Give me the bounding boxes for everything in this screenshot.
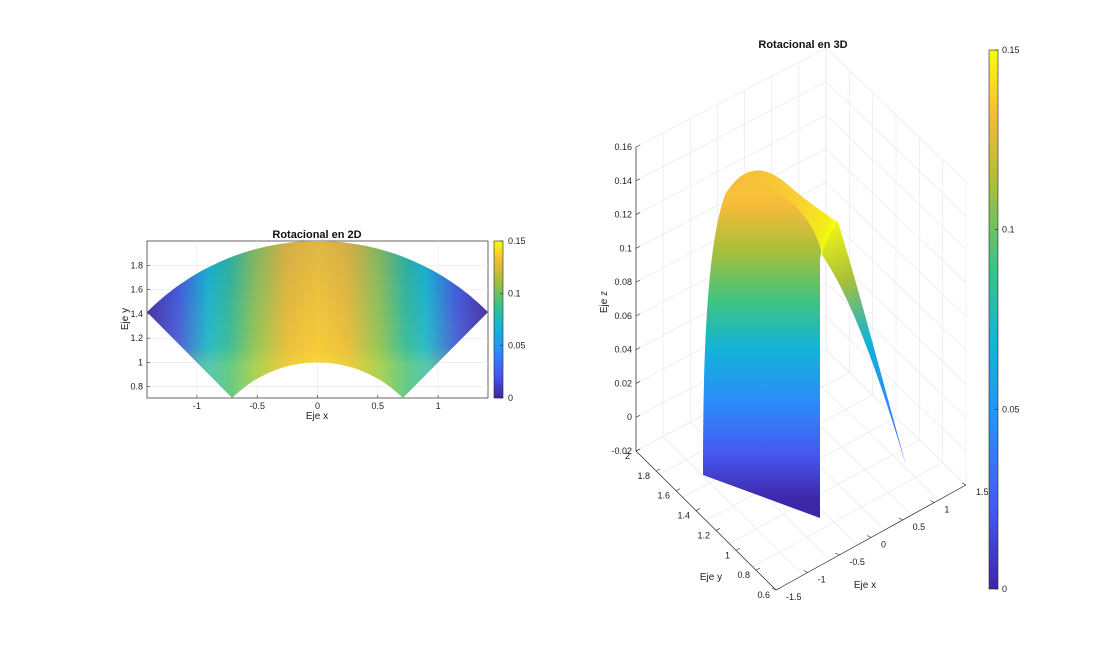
title-2d: Rotacional en 2D <box>272 229 361 241</box>
tick-label-x: -1 <box>193 401 201 411</box>
tick-mark-y <box>775 587 781 591</box>
grid-line-x-floor <box>752 462 943 568</box>
tick-mark-y <box>655 468 661 472</box>
tick-label-z: 0 <box>627 412 632 422</box>
tick-mark-z <box>635 178 641 182</box>
tick-label-x: 1.5 <box>976 487 989 497</box>
colorbar-tick-label: 0 <box>1002 584 1007 594</box>
colorbar-tick-label: 0.1 <box>508 288 521 298</box>
tick-mark-y <box>735 548 741 551</box>
chart-2d: -1 -0.5 0 0.5 1 0.8 1 1.2 1.4 1.6 1.8 Rotacional e… <box>120 229 526 422</box>
axis-y-line <box>635 450 777 591</box>
surface-3d <box>703 170 906 518</box>
tick-label-x: 1 <box>436 401 441 411</box>
tick-mark-z <box>635 313 641 317</box>
grid-line-z-left-wall <box>635 47 827 148</box>
colorbar-tick-label: 0.15 <box>508 236 526 246</box>
colorbar-3d-ticks: 0 0.05 0.1 0.15 <box>995 45 1020 594</box>
tick-label-x: -0.5 <box>249 401 265 411</box>
tick-mark-y <box>675 488 681 491</box>
tick-mark-z <box>635 414 641 418</box>
tick-mark-z <box>635 279 641 283</box>
tick-label-y: 1.6 <box>130 285 143 295</box>
tick-mark-y <box>695 508 701 511</box>
tick-label-y: 1 <box>138 357 143 367</box>
grid-line-x-floor <box>729 439 920 544</box>
tick-label-x: 0.5 <box>913 522 926 532</box>
surface-trailing-face <box>822 222 906 465</box>
colorbar-tick-label: 0 <box>508 393 513 403</box>
tick-label-z: 0.14 <box>614 176 632 186</box>
tick-label-y: 0.6 <box>757 590 770 600</box>
tick-label-y: 0.8 <box>130 382 143 392</box>
tick-mark-y <box>635 448 641 452</box>
tick-label-z: -0.02 <box>611 446 632 456</box>
tick-mark-x <box>866 535 872 538</box>
ylabel-3d: Eje y <box>700 572 722 583</box>
tick-label-x: -1 <box>818 575 826 585</box>
colorbar-3d <box>988 49 999 590</box>
tick-label-y: 0.8 <box>737 570 750 580</box>
tick-label-z: 0.02 <box>614 378 632 388</box>
tick-label-y: 1.6 <box>657 491 670 501</box>
tick-label-y: 1 <box>725 550 730 560</box>
ylabel-2d: Eje y <box>120 308 131 330</box>
colorbar-2d-ticks: 0 0.05 0.1 0.15 <box>500 236 526 403</box>
tick-label-y: 1.2 <box>697 530 710 540</box>
surface-top-edge <box>725 170 838 255</box>
colorbar-tick-label: 0.05 <box>1002 404 1020 414</box>
tick-label-y: 2 <box>625 451 630 461</box>
curl-field-shading <box>147 241 488 398</box>
tick-mark-x <box>898 517 903 521</box>
tick-mark-z <box>635 246 641 249</box>
tick-mark-x <box>803 570 808 573</box>
tick-mark-x <box>771 587 777 591</box>
chart-3d: -0.0200.020.040.060.080.10.120.140.160.6… <box>599 39 1020 602</box>
tick-label-z: 0.16 <box>614 142 632 152</box>
tick-mark-y <box>715 528 721 531</box>
tick-label-z: 0.06 <box>614 311 632 321</box>
tick-label-x: 0 <box>881 540 886 550</box>
tick-label-z: 0.12 <box>614 210 632 220</box>
tick-mark-z <box>635 212 641 215</box>
xlabel-2d: Eje x <box>306 411 328 422</box>
colorbar-tick-label: 0.1 <box>1002 225 1015 235</box>
surface-front-face <box>703 170 832 518</box>
tick-label-x: -0.5 <box>849 557 865 567</box>
xlabel-3d: Eje x <box>854 580 876 591</box>
tick-label-z: 0.1 <box>619 243 632 253</box>
tick-label-x: 0 <box>315 401 320 411</box>
ticks-3d: -0.02 0 0.02 0.04 0.06 0.08 0.1 0.12 0.14 0.16 0.6… <box>611 142 988 602</box>
tick-mark-x <box>835 552 840 556</box>
tick-mark-z <box>635 144 641 148</box>
tick-mark-x <box>961 482 967 486</box>
tick-label-x: 0.5 <box>372 401 385 411</box>
tick-mark-x <box>930 500 935 503</box>
tick-label-z: 0.08 <box>614 277 632 287</box>
grid-line-z-left-wall <box>635 114 827 215</box>
colorbar-2d <box>493 240 504 399</box>
tick-mark-y <box>755 567 761 571</box>
tick-label-y: 1.8 <box>130 260 143 270</box>
tick-mark-z <box>635 347 641 350</box>
grid-line-z-left-wall <box>635 81 827 182</box>
colorbar-tick-label: 0.15 <box>1002 45 1020 55</box>
colorbar-tick-label: 0.05 <box>508 341 526 351</box>
tick-label-x: -1.5 <box>786 592 802 602</box>
tick-label-y: 1.4 <box>130 309 143 319</box>
ticks-2d: -1 -0.5 0 0.5 1 0.8 1 1.2 1.4 1.6 1.8 <box>130 260 440 411</box>
tick-mark-z <box>635 381 641 384</box>
tick-label-y: 1.8 <box>637 471 650 481</box>
tick-label-y: 1.2 <box>130 333 143 343</box>
tick-label-z: 0.04 <box>614 345 632 355</box>
tick-label-x: 1 <box>944 505 949 515</box>
title-3d: Rotacional en 3D <box>758 39 847 51</box>
zlabel-3d: Eje z <box>599 291 610 313</box>
tick-label-y: 1.4 <box>677 511 690 521</box>
